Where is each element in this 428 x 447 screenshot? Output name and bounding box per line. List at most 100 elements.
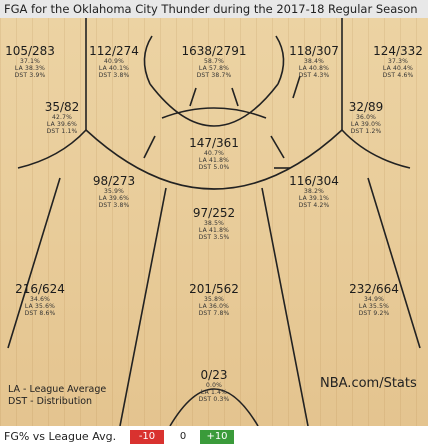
zone-fg: 112/274: [89, 44, 139, 58]
zone-left-wing-deep-3: 216/624 34.6% LA 35.6% DST 8.6%: [15, 282, 65, 317]
zone-dst: DST 4.6%: [382, 72, 414, 79]
zone-left-elbow-mid: 98/273 35.9% LA 39.6% DST 3.8%: [93, 174, 135, 209]
zone-fg: 216/624: [15, 282, 65, 296]
zone-fg: 0/23: [200, 368, 228, 382]
zone-pct: 34.6%: [29, 296, 51, 303]
zone-pct: 37.1%: [19, 58, 41, 65]
zone-fg: 1638/2791: [181, 44, 247, 58]
fg-zero-chip: 0: [166, 430, 200, 444]
zone-la: LA 40.4%: [382, 65, 414, 72]
zone-pct: 42.7%: [51, 114, 73, 121]
zone-dst: DST 3.8%: [98, 72, 130, 79]
paint-top-arc: [149, 83, 279, 127]
zone-fg: 116/304: [289, 174, 339, 188]
zone-fg: 98/273: [92, 174, 136, 188]
zone-top-key-3: 1638/2791 58.7% LA 57.8% DST 38.7%: [181, 44, 246, 79]
fg-negative-chip: -10: [130, 430, 164, 444]
left-radial-line: [119, 187, 167, 426]
right-radial-line: [261, 187, 309, 426]
zone-pct: 37.3%: [387, 58, 409, 65]
zone-fg: 201/562: [189, 282, 239, 296]
legend-la-note: LA - League Average: [8, 384, 107, 395]
zone-pct: 35.9%: [103, 188, 125, 195]
zone-pct: 38.4%: [303, 58, 325, 65]
left-inner-tick: [189, 87, 197, 107]
zone-la: LA 39.0%: [350, 121, 382, 128]
zone-pct: 58.7%: [203, 58, 225, 65]
right-mid-arc: [275, 35, 285, 85]
zone-pct: 34.9%: [363, 296, 385, 303]
zone-fg: 32/89: [348, 100, 384, 114]
zone-top-mid: 97/252 38.5% LA 41.8% DST 3.5%: [193, 206, 235, 241]
zone-dst: DST 5.0%: [198, 164, 230, 171]
legend-dst-note: DST - Distribution: [8, 396, 93, 407]
zone-la: LA 40.1%: [98, 65, 130, 72]
court-lines: [7, 18, 421, 426]
zone-pct: 40.7%: [203, 150, 225, 157]
zone-dst: DST 38.7%: [196, 72, 232, 79]
right-wing-divider: [341, 129, 411, 169]
zone-la: LA 41.8%: [198, 157, 230, 164]
left-paint-tick: [143, 135, 156, 159]
zone-la: LA 41.8%: [198, 227, 230, 234]
fg-positive-chip: +10: [200, 430, 234, 444]
zone-paint-center: 147/361 40.7% LA 41.8% DST 5.0%: [189, 136, 239, 171]
zone-dst: DST 3.9%: [14, 72, 46, 79]
zone-left-baseline-mid: 35/82 42.7% LA 39.6% DST 1.1%: [45, 100, 80, 135]
zone-right-wing-3: 118/307 38.4% LA 40.8% DST 4.3%: [289, 44, 339, 79]
right-inner-tick: [231, 87, 239, 107]
zone-la: LA 57.8%: [198, 65, 230, 72]
zone-right-corner-3: 124/332 37.3% LA 40.4% DST 4.6%: [373, 44, 423, 79]
zone-la: LA 39.1%: [298, 195, 330, 202]
zone-la: LA 39.6%: [98, 195, 130, 202]
zone-fg: 35/82: [44, 100, 80, 114]
zone-la: LA 40.8%: [298, 65, 330, 72]
zone-dst: DST 0.3%: [198, 396, 230, 403]
zone-dst: DST 4.3%: [298, 72, 330, 79]
zone-fg: 124/332: [373, 44, 423, 58]
zone-dst: DST 1.1%: [46, 128, 78, 135]
zone-right-wing-deep-3: 232/664 34.9% LA 35.5% DST 9.2%: [349, 282, 399, 317]
left-wing-divider: [17, 129, 87, 169]
zone-la: LA 35.5%: [358, 303, 390, 310]
half-court-arc: [169, 388, 259, 426]
three-point-arc: [85, 129, 343, 190]
zone-pct: 36.0%: [355, 114, 377, 121]
zone-pct: 38.2%: [303, 188, 325, 195]
zone-pct: 0.0%: [205, 382, 223, 389]
chart-title: FGA for the Oklahoma City Thunder during…: [0, 0, 428, 18]
zone-la: LA 39.6%: [46, 121, 78, 128]
zone-dst: DST 9.2%: [358, 310, 390, 317]
zone-pct: 38.5%: [203, 220, 225, 227]
fg-legend-footer: FG% vs League Avg. -10 0 +10: [0, 426, 428, 447]
zone-la: LA 35.6%: [24, 303, 56, 310]
right-slash: [292, 75, 301, 99]
zone-pct: 35.8%: [203, 296, 225, 303]
zone-right-baseline-mid: 32/89 36.0% LA 39.0% DST 1.2%: [349, 100, 384, 135]
zone-left-corner-3: 105/283 37.1% LA 38.3% DST 3.9%: [5, 44, 55, 79]
zone-backcourt: 0/23 0.0% LA 1.4% DST 0.3%: [199, 368, 230, 403]
zone-top-deep-3: 201/562 35.8% LA 36.0% DST 7.8%: [189, 282, 239, 317]
zone-dst: DST 8.6%: [24, 310, 56, 317]
zone-fg: 97/252: [192, 206, 236, 220]
zone-la: LA 36.0%: [198, 303, 230, 310]
fg-legend-label: FG% vs League Avg.: [4, 430, 117, 443]
zone-dst: DST 1.2%: [350, 128, 382, 135]
nba-stats-brand: NBA.com/Stats: [320, 376, 417, 391]
zone-left-wing-3: 112/274 40.9% LA 40.1% DST 3.8%: [89, 44, 139, 79]
zone-dst: DST 3.5%: [198, 234, 230, 241]
shot-chart-court: 105/283 37.1% LA 38.3% DST 3.9% 112/274 …: [0, 18, 428, 426]
zone-fg: 118/307: [289, 44, 339, 58]
far-right-radial: [367, 177, 421, 349]
zone-fg: 147/361: [189, 136, 239, 150]
zone-dst: DST 4.2%: [298, 202, 330, 209]
far-left-radial: [7, 177, 61, 349]
zone-right-elbow-mid: 116/304 38.2% LA 39.1% DST 4.2%: [289, 174, 339, 209]
restricted-arc: [161, 107, 267, 119]
zone-fg: 232/664: [349, 282, 399, 296]
zone-dst: DST 7.8%: [198, 310, 230, 317]
zone-la: LA 1.4%: [200, 389, 228, 396]
right-paint-tick: [270, 135, 285, 159]
zone-la: LA 38.3%: [14, 65, 46, 72]
zone-dst: DST 3.8%: [98, 202, 130, 209]
